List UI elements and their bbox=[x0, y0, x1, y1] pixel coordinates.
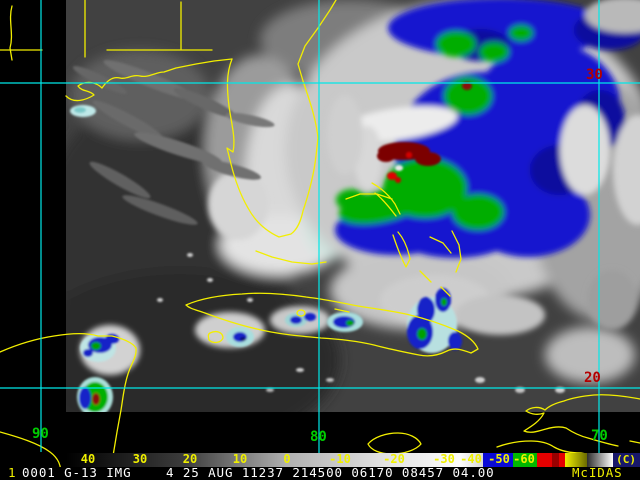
longitude-label-70: 70 bbox=[591, 428, 608, 444]
colorbar-tick-label: -60 bbox=[513, 452, 535, 466]
colorbar-segment-red2 bbox=[559, 453, 565, 467]
status-bar: 1 0001 G-13 IMG 4 25 AUG 11237 214500 06… bbox=[0, 465, 640, 480]
colorbar-tick-label: -50 bbox=[488, 452, 510, 466]
colorbar-tick-label: -30 bbox=[433, 452, 455, 466]
enhanced-cold-tops bbox=[70, 60, 565, 412]
colorbar-tick-label: -10 bbox=[329, 452, 351, 466]
florida-keys-coastline bbox=[255, 250, 327, 265]
colorbar-unit-label: (C) bbox=[616, 453, 636, 466]
colorbar-segment bbox=[460, 453, 483, 467]
colorbar-segment-darkred bbox=[552, 453, 559, 467]
state-borders bbox=[0, 0, 213, 61]
latlon-grid bbox=[0, 0, 640, 467]
colorbar-segment-red bbox=[537, 453, 552, 467]
temperature-colorbar: (C) 40 30 20 10 0 -10 -20 -30 -40 -50 -6… bbox=[0, 452, 640, 467]
colorbar-tick-label: 0 bbox=[283, 452, 291, 466]
hispaniola-coastline bbox=[496, 394, 640, 460]
colorbar-tick-label: 40 bbox=[80, 452, 96, 466]
colorbar-tick-label: 30 bbox=[132, 452, 148, 466]
colorbar-segment-navy: (C) bbox=[613, 453, 640, 467]
florida-coastline bbox=[226, 0, 337, 238]
jamaica-coastline bbox=[367, 432, 422, 455]
colorbar-gray-ramp bbox=[66, 453, 460, 467]
mcidas-label: McIDAS bbox=[572, 465, 623, 480]
cuba-coastline bbox=[185, 292, 479, 357]
colorbar-segment-blue bbox=[483, 453, 513, 467]
colorbar-segment-green bbox=[513, 453, 537, 467]
latitude-label-20: 20 bbox=[584, 370, 601, 386]
latitude-label-30: 30 bbox=[586, 67, 603, 83]
frame-number: 1 bbox=[8, 465, 17, 480]
colorbar-segment-grayramp2 bbox=[587, 453, 613, 467]
image-time-readout: 4 25 AUG 11237 214500 06170 08457 04.00 bbox=[166, 465, 495, 480]
image-id-text: 0001 G-13 IMG bbox=[22, 465, 132, 480]
colorbar-tick-label: -20 bbox=[383, 452, 405, 466]
colorbar-tick-label: -40 bbox=[460, 452, 482, 466]
satellite-image-layer bbox=[66, 0, 640, 412]
colorbar-tick-label: 10 bbox=[232, 452, 248, 466]
bahamas-coastline bbox=[345, 182, 462, 297]
colorbar-tick-label: 20 bbox=[182, 452, 198, 466]
colorbar-segment-yellow bbox=[565, 453, 587, 467]
longitude-label-80: 80 bbox=[310, 429, 327, 445]
hurricane-eye bbox=[395, 165, 403, 171]
longitude-label-90: 90 bbox=[32, 426, 49, 442]
gulf-coastline bbox=[65, 58, 233, 102]
